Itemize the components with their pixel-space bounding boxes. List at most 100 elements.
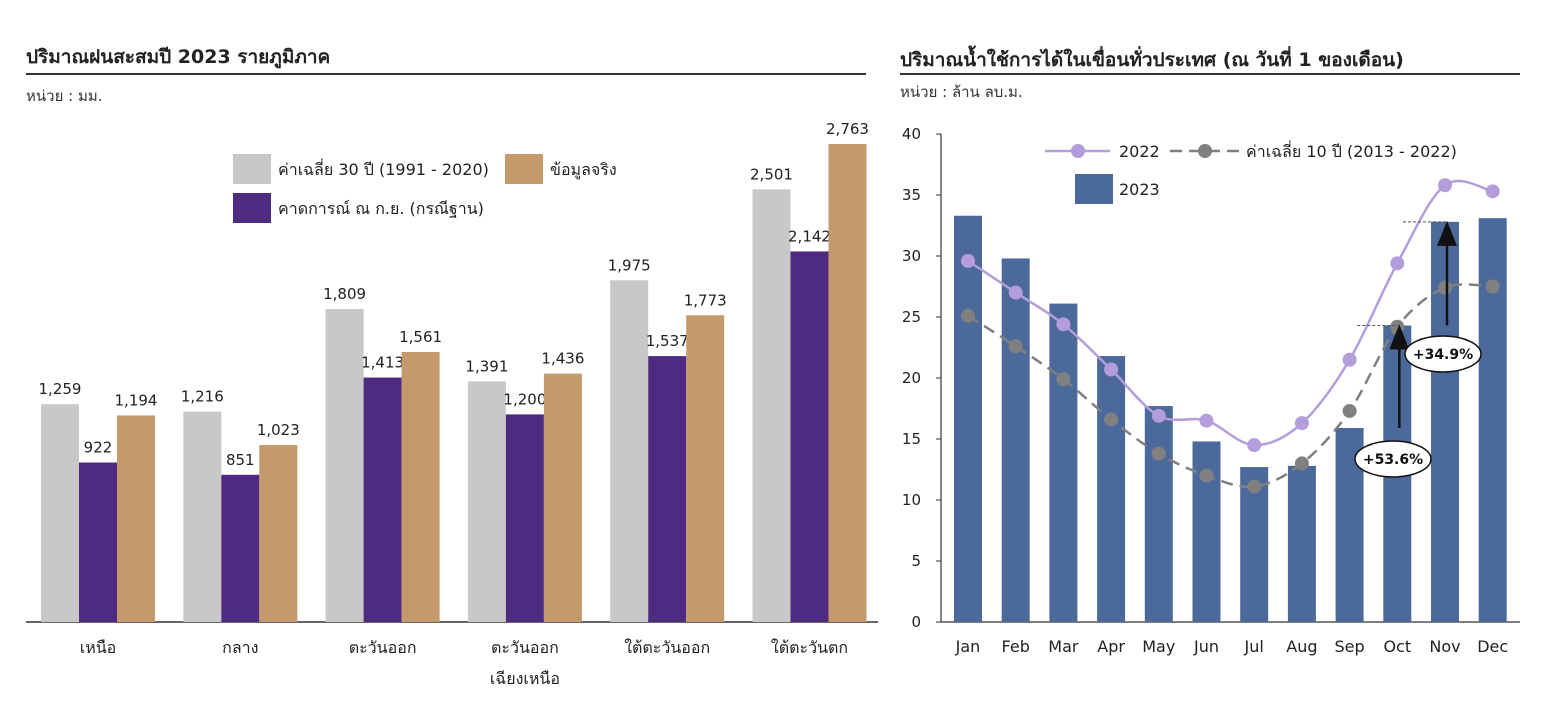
- point-2022: [1485, 184, 1500, 199]
- point-2022: [1342, 352, 1357, 367]
- legend-label: ค่าเฉลี่ย 10 ปี (2013 - 2022): [1246, 140, 1457, 161]
- x-category-label: เฉียงเหนือ: [490, 669, 560, 688]
- bar-value-label: 1,200: [503, 390, 546, 408]
- y-tick-label: 5: [911, 552, 921, 570]
- bar-avg30: [41, 404, 79, 622]
- legend-marker-10yr: [1198, 144, 1212, 158]
- bar-forecast: [648, 356, 687, 622]
- bar-value-label: 1,537: [646, 332, 689, 350]
- x-month-label: Jun: [1193, 637, 1219, 656]
- bar-value-label: 1,259: [39, 380, 82, 398]
- annotation-label: +53.6%: [1363, 452, 1423, 468]
- bar-2023: [1097, 356, 1126, 622]
- bar-actual: [117, 415, 155, 622]
- bar-2023: [1049, 303, 1078, 622]
- point-2022: [1294, 416, 1309, 431]
- x-month-label: Jan: [955, 637, 981, 656]
- annotation-ellipse: [1354, 440, 1432, 478]
- bar-avg30: [752, 189, 791, 622]
- y-tick-label: 35: [902, 186, 921, 204]
- bar-value-label: 2,142: [788, 227, 831, 245]
- legend-swatch-2023: [1075, 174, 1113, 204]
- point-2022: [1008, 285, 1023, 300]
- rainfall-chart-panel: ปริมาณฝนสะสมปี 2023 รายภูมิภาค หน่วย : ม…: [26, 46, 878, 688]
- dam-water-chart-panel: ปริมาณน้ำใช้การได้ในเขื่อนทั่วประเทศ (ณ …: [880, 0, 1548, 710]
- bar-value-label: 2,501: [750, 165, 793, 183]
- y-tick-label: 25: [902, 308, 921, 326]
- annotation-label: +34.9%: [1413, 347, 1473, 363]
- bar-value-label: 1,561: [399, 328, 442, 346]
- right-title-rule: [900, 73, 1520, 75]
- legend-marker-2022: [1071, 144, 1085, 158]
- bar-forecast: [363, 377, 402, 622]
- point-10yr-avg: [1008, 339, 1023, 354]
- y-tick-label: 10: [902, 491, 921, 509]
- bar-2023: [954, 215, 982, 623]
- bar-value-label: 922: [84, 438, 113, 456]
- bar-value-label: 1,773: [684, 291, 727, 309]
- y-tick-label: 0: [911, 613, 921, 631]
- point-10yr-avg: [1247, 479, 1262, 494]
- legend-label: คาดการณ์ ณ ก.ย. (กรณีฐาน): [278, 199, 484, 218]
- bar-forecast: [505, 414, 544, 622]
- line-2022: [967, 179, 1494, 447]
- legend-label: ข้อมูลจริง: [550, 160, 617, 180]
- right-unit-label: หน่วย : ล้าน ลบ.ม.: [900, 83, 1023, 101]
- bar-avg30: [610, 280, 649, 622]
- bar-forecast: [79, 462, 117, 622]
- x-category-label: ตะวันออก: [491, 638, 559, 657]
- point-10yr-avg: [1199, 468, 1214, 483]
- dam-water-combo-chart: 0 5 10 15 20 25 30 35 40 Jan Feb Mar Apr May Jun Jul Aug…: [902, 125, 1520, 656]
- bar-2023: [1478, 218, 1507, 622]
- bar-avg30: [325, 309, 364, 622]
- left-title-rule: [26, 73, 866, 75]
- right-chart-title: ปริมาณน้ำใช้การได้ในเขื่อนทั่วประเทศ (ณ …: [900, 49, 1404, 71]
- point-2022: [1151, 408, 1166, 423]
- bar-value-label: 1,391: [465, 357, 508, 375]
- x-month-label: Feb: [1002, 637, 1030, 656]
- bar-actual: [828, 144, 867, 622]
- bar-value-label: 2,763: [826, 120, 869, 138]
- legend-label: ค่าเฉลี่ย 30 ปี (1991 - 2020): [278, 158, 489, 179]
- bar-2023: [1001, 258, 1030, 622]
- bar-value-label: 1,436: [541, 350, 584, 368]
- x-month-label: Oct: [1383, 637, 1411, 656]
- point-10yr-avg: [1151, 446, 1166, 461]
- point-2022: [1199, 413, 1214, 428]
- x-month-label: Aug: [1286, 637, 1317, 656]
- bar-value-label: 851: [226, 451, 255, 469]
- x-category-label: เหนือ: [80, 638, 117, 657]
- annotation-ellipse: [1404, 335, 1482, 373]
- bar-value-label: 1,194: [115, 391, 158, 409]
- point-10yr-avg: [1056, 372, 1071, 387]
- bar-actual: [686, 315, 725, 622]
- point-2022: [1056, 317, 1071, 332]
- x-month-label: Jul: [1244, 637, 1264, 656]
- point-2022: [1438, 178, 1452, 193]
- point-10yr-avg: [1294, 456, 1309, 471]
- legend-swatch: [233, 154, 271, 184]
- x-category-label: ใต้ตะวันออก: [624, 638, 710, 657]
- point-2022: [1247, 438, 1262, 453]
- x-month-label: Apr: [1097, 637, 1125, 656]
- x-category-label: กลาง: [222, 638, 258, 657]
- bar-value-label: 1,023: [257, 421, 300, 439]
- point-10yr-avg: [1485, 279, 1500, 294]
- point-2022: [1104, 362, 1119, 377]
- legend-label: 2022: [1119, 142, 1160, 161]
- point-2022: [1390, 256, 1405, 271]
- left-chart-title: ปริมาณฝนสะสมปี 2023 รายภูมิภาค: [26, 46, 331, 68]
- left-unit-label: หน่วย : มม.: [26, 87, 103, 105]
- x-month-label: Dec: [1477, 637, 1508, 656]
- legend-label: 2023: [1119, 180, 1160, 199]
- bar-2023: [1287, 465, 1316, 622]
- bar-2023: [1192, 441, 1221, 622]
- y-tick-label: 30: [902, 247, 921, 265]
- bar-actual: [401, 351, 440, 622]
- bar-avg30: [183, 411, 222, 622]
- point-2022: [961, 253, 975, 268]
- x-month-label: Nov: [1429, 637, 1460, 656]
- x-month-label: Mar: [1048, 637, 1079, 656]
- bar-actual: [259, 445, 298, 622]
